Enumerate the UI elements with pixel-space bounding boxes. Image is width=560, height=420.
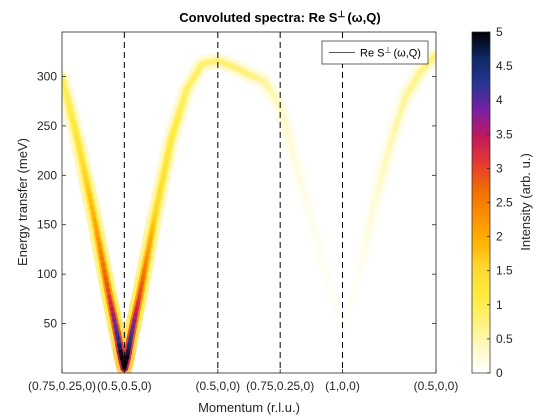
x-tick-label: (0.75,0.25,0) [246, 379, 314, 393]
x-axis-ticks: (0.75,0.25,0) (0.5,0.5,0) (0.5,0,0) (0.75,0… [28, 369, 458, 393]
colorbar-tick-label: 0 [496, 366, 503, 380]
colorbar-label: Intensity (arb. u.) [518, 153, 533, 251]
y-tick-label: 300 [37, 69, 57, 83]
colorbar-tick-label: 1 [496, 298, 503, 312]
x-tick-label: (0.5,0.5,0) [97, 379, 152, 393]
colorbar-tick-label: 4.5 [496, 59, 513, 73]
x-tick-label: (0.5,0,0) [414, 379, 459, 393]
dashed-reference-lines [123, 32, 343, 373]
colorbar-tick-label: 4 [496, 93, 503, 107]
x-axis-label: Momentum (r.l.u.) [198, 400, 300, 415]
colorbar-tick-label: 1.5 [496, 264, 513, 278]
y-axis-label: Energy transfer (meV) [15, 138, 30, 266]
colorbar-ticks: 0 0.5 1 1.5 2 2.5 3 3.5 4 4.5 5 [487, 25, 513, 380]
y-tick-label: 150 [37, 218, 57, 232]
legend-entry: Re S⊥ (ω,Q) [360, 46, 421, 60]
colorbar-tick-label: 3.5 [496, 127, 513, 141]
y-tick-label: 100 [37, 267, 57, 281]
y-tick-label: 250 [37, 119, 57, 133]
x-tick-label: (1,0,0) [325, 379, 360, 393]
y-tick-label: 50 [44, 317, 58, 331]
colorbar-tick-label: 3 [496, 161, 503, 175]
x-tick-label: (0.5,0,0) [195, 379, 240, 393]
colorbar-tick-label: 2.5 [496, 196, 513, 210]
y-tick-label: 200 [37, 168, 57, 182]
legend: Re S⊥ (ω,Q) [321, 40, 429, 65]
y-axis-ticks: 50 100 150 200 250 300 [37, 69, 436, 331]
colorbar-tick-label: 5 [496, 25, 503, 39]
colorbar-tick-label: 0.5 [496, 332, 513, 346]
axes-frame [61, 31, 437, 374]
legend-box [321, 40, 429, 65]
colorbar-tick-label: 2 [496, 230, 503, 244]
chart-title: Convoluted spectra: Re S⊥ (ω,Q) [179, 9, 380, 25]
x-tick-label: (0.75,0.25,0) [28, 379, 96, 393]
